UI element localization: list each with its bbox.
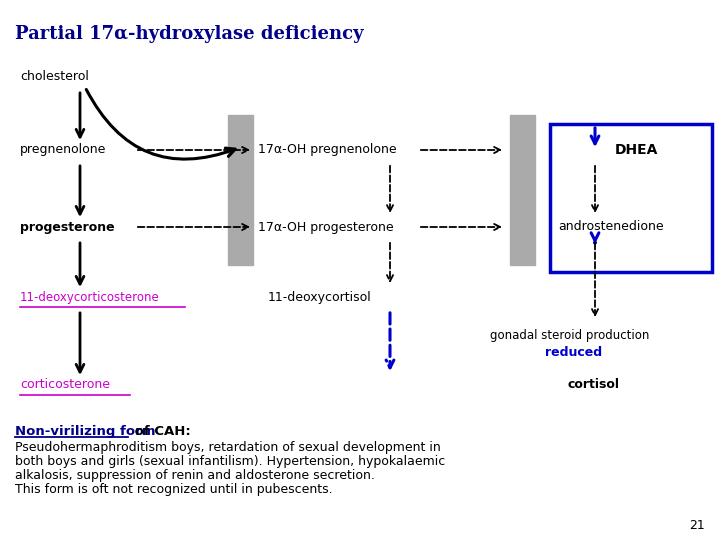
Text: Pseudohermaphroditism boys, retardation of sexual development in: Pseudohermaphroditism boys, retardation … (15, 441, 441, 454)
Text: gonadal steroid production: gonadal steroid production (490, 328, 649, 341)
Text: progesterone: progesterone (20, 220, 114, 233)
Text: cholesterol: cholesterol (20, 71, 89, 84)
Bar (228, 115, 253, 265)
Text: reduced: reduced (545, 347, 602, 360)
Text: Partial 17α-hydroxylase deficiency: Partial 17α-hydroxylase deficiency (15, 25, 364, 43)
Text: DHEA: DHEA (615, 143, 658, 157)
Text: both boys and girls (sexual infantilism). Hypertension, hypokalaemic: both boys and girls (sexual infantilism)… (15, 455, 445, 468)
Text: 11-deoxycortisol: 11-deoxycortisol (268, 291, 372, 303)
Bar (510, 115, 535, 265)
Text: corticosterone: corticosterone (20, 379, 110, 392)
Text: This form is oft not recognized until in pubescents.: This form is oft not recognized until in… (15, 483, 333, 496)
Text: androstenedione: androstenedione (558, 220, 664, 233)
Text: 17α-OH pregnenolone: 17α-OH pregnenolone (258, 144, 397, 157)
Text: of CAH:: of CAH: (130, 425, 191, 438)
Text: cortisol: cortisol (568, 379, 620, 392)
Text: 11-deoxycorticosterone: 11-deoxycorticosterone (20, 291, 160, 303)
Text: 17α-OH progesterone: 17α-OH progesterone (258, 220, 394, 233)
Text: Non-virilizing form: Non-virilizing form (15, 425, 156, 438)
Text: 21: 21 (689, 519, 705, 532)
Text: alkalosis, suppression of renin and aldosterone secretion.: alkalosis, suppression of renin and aldo… (15, 469, 375, 482)
Bar (550, 124, 712, 272)
Text: pregnenolone: pregnenolone (20, 144, 107, 157)
